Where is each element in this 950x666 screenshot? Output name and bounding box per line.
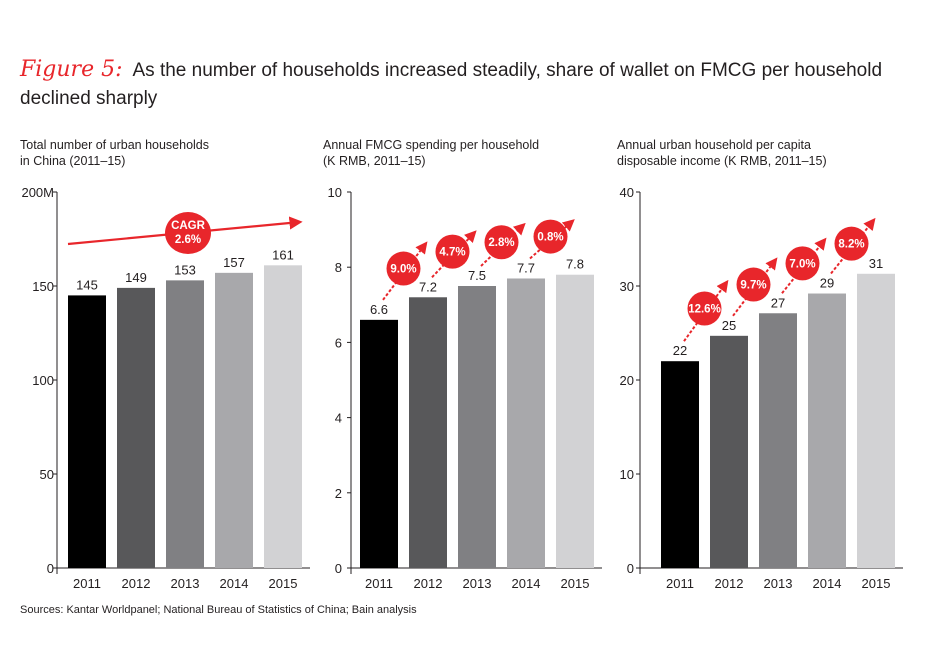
x-category-label: 2012 — [715, 576, 744, 591]
figure-title: Figure 5: As the number of households inc… — [20, 56, 935, 113]
bar-value-label: 7.5 — [468, 268, 486, 283]
y-tick-label: 40 — [620, 185, 634, 200]
x-category-label: 2013 — [463, 576, 492, 591]
bar — [808, 293, 846, 568]
growth-badge — [834, 226, 869, 261]
growth-badge-text: 12.6% — [688, 304, 721, 316]
panel-title-line: Annual FMCG spending per household — [323, 138, 539, 152]
x-category-label: 2013 — [764, 576, 793, 591]
bar-value-label: 7.7 — [517, 260, 535, 275]
growth-badge-text: 4.7% — [439, 247, 465, 259]
cagr-badge-text: CAGR — [171, 220, 206, 232]
bar-value-label: 153 — [174, 262, 196, 277]
growth-arrow — [781, 237, 827, 294]
bar-value-label: 145 — [76, 277, 98, 292]
growth-badge-text: 8.2% — [838, 239, 864, 251]
growth-badge — [435, 234, 470, 269]
y-tick-label: 6 — [335, 335, 342, 350]
x-category-label: 2011 — [365, 576, 393, 591]
growth-badge — [386, 251, 421, 286]
growth-badge-text: 2.8% — [488, 237, 514, 249]
cagr-badge — [165, 212, 211, 254]
growth-badge-text: 7.0% — [789, 258, 815, 270]
figure-label: Figure 5: — [20, 57, 123, 82]
x-category-label: 2014 — [220, 576, 249, 591]
bar — [759, 313, 797, 568]
y-tick-label: 2 — [335, 486, 342, 501]
panel-title-line: (K RMB, 2011–15) — [323, 154, 426, 168]
growth-arrow — [830, 217, 876, 275]
bar — [264, 265, 302, 568]
y-tick-label: 4 — [335, 411, 342, 426]
growth-badge — [533, 219, 568, 254]
panel-title-line: Annual urban household per capita — [617, 138, 811, 152]
bar — [507, 278, 545, 568]
y-tick-label: 0 — [47, 561, 54, 576]
bar-value-label: 29 — [820, 276, 834, 291]
y-tick-label: 30 — [620, 279, 634, 294]
bar — [166, 280, 204, 568]
y-tick-label: 150 — [32, 279, 54, 294]
growth-badge-text: 0.8% — [537, 232, 563, 244]
panel-title-line: Total number of urban households — [20, 138, 209, 152]
x-category-label: 2012 — [414, 576, 443, 591]
bar-value-label: 157 — [223, 255, 245, 270]
panel-title-line: in China (2011–15) — [20, 154, 125, 168]
bar — [556, 274, 594, 568]
growth-badge-text: 9.7% — [740, 280, 766, 292]
y-tick-label: 10 — [328, 185, 342, 200]
y-tick-label: 8 — [335, 260, 342, 275]
source-note: Sources: Kantar Worldpanel; National Bur… — [20, 604, 417, 616]
bar — [458, 286, 496, 568]
bar-value-label: 27 — [771, 295, 785, 310]
bar — [661, 361, 699, 568]
panel-title-line: disposable income (K RMB, 2011–15) — [617, 154, 827, 168]
bar-value-label: 25 — [722, 318, 736, 333]
x-category-label: 2015 — [561, 576, 590, 591]
growth-badge — [736, 267, 771, 302]
y-tick-label: 0 — [335, 561, 342, 576]
bar-value-label: 161 — [272, 247, 294, 262]
figure-title-text: As the number of households increased st… — [20, 60, 883, 109]
growth-badge — [484, 225, 519, 260]
bar-value-label: 22 — [673, 343, 687, 358]
bar — [68, 295, 106, 568]
x-category-label: 2011 — [73, 576, 101, 591]
bar-value-label: 149 — [125, 270, 147, 285]
bar-value-label: 7.2 — [419, 279, 437, 294]
y-tick-label: 0 — [627, 561, 634, 576]
bar-value-label: 31 — [869, 256, 883, 271]
x-category-label: 2011 — [666, 576, 694, 591]
growth-badge — [785, 246, 820, 281]
bar — [857, 273, 895, 568]
bar — [215, 272, 253, 568]
bar — [360, 319, 398, 568]
y-tick-label: 50 — [40, 467, 54, 482]
y-tick-label: 20 — [620, 373, 634, 388]
bar — [117, 287, 155, 568]
x-category-label: 2012 — [122, 576, 151, 591]
x-category-label: 2014 — [813, 576, 842, 591]
y-tick-label: 200M — [21, 185, 54, 200]
bar-value-label: 6.6 — [370, 302, 388, 317]
cagr-badge-text: 2.6% — [175, 234, 201, 246]
x-category-label: 2015 — [862, 576, 891, 591]
growth-badge — [687, 291, 722, 326]
y-tick-label: 10 — [620, 467, 634, 482]
bar — [710, 335, 748, 568]
y-tick-label: 100 — [32, 373, 54, 388]
x-category-label: 2014 — [512, 576, 541, 591]
bar — [409, 297, 447, 568]
growth-arrow — [529, 219, 575, 260]
x-category-label: 2015 — [269, 576, 298, 591]
growth-badge-text: 9.0% — [390, 264, 416, 276]
bar-value-label: 7.8 — [566, 257, 584, 272]
x-category-label: 2013 — [171, 576, 200, 591]
